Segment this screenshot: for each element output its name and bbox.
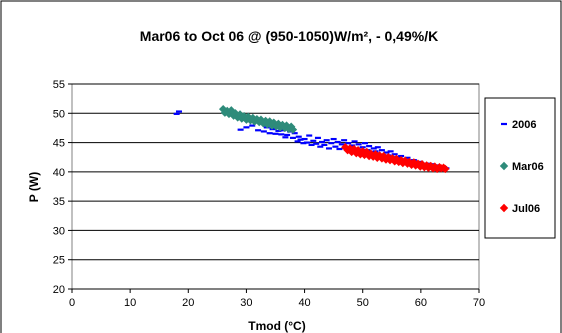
data-point <box>300 142 307 145</box>
x-tick-label: 30 <box>240 297 252 309</box>
data-point <box>319 140 326 144</box>
x-tick-label: 60 <box>415 297 427 309</box>
legend-marker-jul06 <box>499 203 509 213</box>
legend-box <box>484 97 556 239</box>
data-point <box>173 112 180 115</box>
data-point <box>366 144 373 148</box>
data-point <box>323 139 330 142</box>
data-point <box>352 148 361 158</box>
data-point <box>441 164 450 174</box>
data-point <box>243 126 250 129</box>
data-point <box>260 130 267 133</box>
data-point <box>338 143 345 146</box>
data-point <box>306 134 313 137</box>
data-point <box>383 151 390 154</box>
x-tick-label: 0 <box>69 297 75 309</box>
legend: 2006 Mar06 Jul06 <box>499 119 544 215</box>
data-point <box>284 133 291 137</box>
data-point <box>396 155 406 165</box>
data-point <box>308 143 315 147</box>
data-point <box>334 140 341 144</box>
data-point <box>294 140 301 143</box>
data-point <box>378 149 385 152</box>
data-point <box>227 106 236 115</box>
data-point <box>289 136 296 139</box>
x-ticks: 0 10 20 30 40 50 60 70 <box>69 288 485 309</box>
data-point <box>223 106 232 116</box>
chart-title: Mar06 to Oct 06 @ (950-1050)W/m², - 0,49… <box>140 28 438 44</box>
data-point <box>301 137 308 141</box>
data-point <box>278 133 285 136</box>
legend-label-jul06: Jul06 <box>512 203 540 215</box>
x-tick-label: 10 <box>124 297 136 309</box>
data-point <box>330 137 337 141</box>
data-points <box>173 104 450 174</box>
x-tick-label: 20 <box>182 297 194 309</box>
data-point <box>360 150 369 160</box>
data-point <box>237 128 244 131</box>
y-tick-label: 45 <box>53 138 65 150</box>
data-point <box>374 146 381 149</box>
data-point <box>313 142 320 145</box>
data-point <box>328 142 335 145</box>
data-point <box>272 132 279 135</box>
x-axis-label: Tmod (°C) <box>248 319 305 333</box>
data-point <box>282 136 289 139</box>
data-point <box>355 143 362 146</box>
y-ticks: 20 25 30 35 40 45 50 55 <box>53 79 72 296</box>
data-point <box>417 160 427 169</box>
gridlines <box>72 83 479 261</box>
data-point <box>351 140 358 143</box>
data-point <box>349 144 356 147</box>
y-tick-label: 40 <box>53 167 65 179</box>
x-tick-label: 40 <box>298 297 310 309</box>
data-point <box>303 141 310 144</box>
x-tick-label: 50 <box>357 297 369 309</box>
data-point <box>332 145 339 148</box>
data-point <box>345 142 352 145</box>
data-point <box>266 132 273 135</box>
data-point <box>325 147 332 150</box>
plot-area <box>71 83 480 290</box>
legend-label-2006: 2006 <box>512 119 536 131</box>
data-point <box>368 152 378 161</box>
data-point <box>175 110 182 113</box>
y-tick-label: 50 <box>53 108 65 120</box>
y-tick-label: 30 <box>53 225 65 237</box>
y-axis-label: P (W) <box>27 172 41 202</box>
data-point <box>255 129 262 132</box>
data-point <box>317 145 324 148</box>
data-point <box>341 139 348 142</box>
series-mar06 <box>218 104 298 134</box>
x-tick-label: 70 <box>473 297 485 309</box>
legend-marker-2006 <box>501 122 507 126</box>
data-point <box>404 156 411 159</box>
y-tick-label: 25 <box>53 255 65 267</box>
data-point <box>349 144 359 154</box>
data-point <box>275 129 282 132</box>
y-tick-label: 20 <box>53 284 65 296</box>
data-point <box>288 125 298 134</box>
data-point <box>224 109 234 119</box>
data-point <box>297 138 304 141</box>
y-tick-label: 55 <box>53 79 65 91</box>
data-point <box>310 139 317 142</box>
data-point <box>291 132 298 135</box>
data-point <box>341 143 350 152</box>
data-point <box>362 142 369 145</box>
legend-label-mar06: Mar06 <box>512 161 544 173</box>
series-jul06 <box>341 143 450 174</box>
data-point <box>426 161 435 171</box>
data-point <box>370 147 377 150</box>
data-point <box>391 153 398 156</box>
legend-marker-mar06 <box>499 161 509 171</box>
y-tick-label: 35 <box>53 196 65 208</box>
data-point <box>336 147 343 151</box>
data-point <box>314 136 321 139</box>
data-point <box>249 124 256 127</box>
data-point <box>387 150 394 153</box>
data-point <box>321 143 328 147</box>
data-point <box>295 135 302 138</box>
